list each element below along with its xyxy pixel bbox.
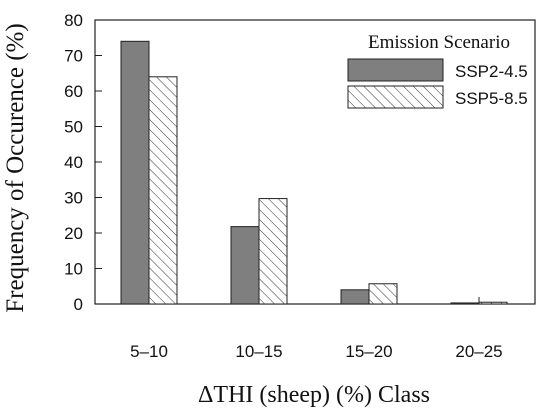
y-tick-label: 60 — [64, 82, 83, 101]
bar-ssp2-4-5-20-25 — [450, 302, 480, 305]
y-tick-label: 20 — [64, 224, 83, 243]
y-tick-label: 30 — [64, 189, 83, 208]
x-tick-label: 15–20 — [345, 342, 392, 361]
y-tick-label: 70 — [64, 47, 83, 66]
y-tick-label: 80 — [64, 11, 83, 30]
bar-ssp5-8-5-10-15 — [258, 198, 288, 305]
y-tick-label: 50 — [64, 118, 83, 137]
legend: Emission Scenario SSP2-4.5 SSP5-8.5 — [344, 21, 534, 121]
bars-group — [120, 40, 508, 305]
x-axis-label: ΔTHI (sheep) (%) Class — [198, 382, 430, 408]
bar-ssp2-4-5-5-10 — [120, 40, 150, 305]
y-tick-label: 0 — [74, 295, 83, 314]
x-tick-label: 20–25 — [455, 342, 502, 361]
legend-title: Emission Scenario — [368, 32, 510, 53]
legend-label-ssp2-4-5: SSP2-4.5 — [455, 62, 528, 81]
legend-swatch-ssp5-8-5 — [347, 85, 444, 109]
legend-swatch-ssp2-4-5 — [347, 58, 444, 82]
y-tick-label: 10 — [64, 260, 83, 279]
x-tick-label: 10–15 — [235, 342, 282, 361]
y-tick-label: 40 — [64, 153, 83, 172]
x-axis: 5–10 10–15 15–20 20–25 — [130, 297, 503, 361]
y-axis-label: Frequency of Occurence (%) — [2, 23, 29, 312]
bar-ssp2-4-5-10-15 — [230, 226, 260, 305]
legend-label-ssp5-8-5: SSP5-8.5 — [455, 89, 528, 108]
x-tick-label: 5–10 — [130, 342, 168, 361]
bar-ssp5-8-5-15-20 — [368, 283, 398, 305]
y-axis: 0 10 20 30 40 50 60 70 80 — [64, 11, 102, 314]
bar-ssp5-8-5-20-25 — [478, 301, 508, 305]
bar-ssp5-8-5-5-10 — [148, 76, 178, 305]
bar-ssp2-4-5-15-20 — [340, 289, 370, 305]
